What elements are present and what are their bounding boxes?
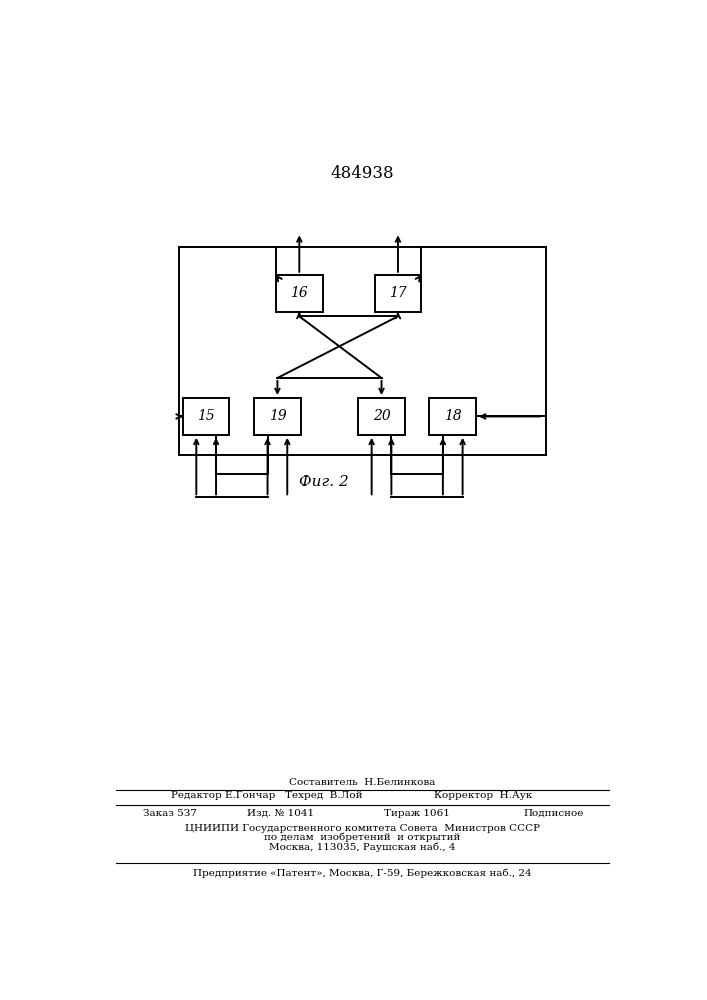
Text: 19: 19 bbox=[269, 409, 286, 423]
Text: Редактор Е.Гончар: Редактор Е.Гончар bbox=[170, 791, 275, 800]
Text: 20: 20 bbox=[373, 409, 390, 423]
Text: Тираж 1061: Тираж 1061 bbox=[384, 808, 450, 818]
Bar bbox=[358, 398, 405, 435]
Text: Изд. № 1041: Изд. № 1041 bbox=[247, 808, 314, 818]
Text: 17: 17 bbox=[389, 286, 407, 300]
Bar bbox=[276, 275, 322, 312]
Text: Корректор  Н.Аук: Корректор Н.Аук bbox=[433, 791, 532, 800]
Text: Заказ 5З7: Заказ 5З7 bbox=[144, 808, 197, 818]
Bar bbox=[429, 398, 476, 435]
Text: Техред  В.Лой: Техред В.Лой bbox=[285, 791, 363, 800]
Text: по делам  изобретений  и открытий: по делам изобретений и открытий bbox=[264, 833, 460, 842]
Bar bbox=[183, 398, 230, 435]
Text: 16: 16 bbox=[291, 286, 308, 300]
Text: ЦНИИПИ Государственного комитета Совета  Министров СССР: ЦНИИПИ Государственного комитета Совета … bbox=[185, 824, 540, 833]
Text: Фиг. 2: Фиг. 2 bbox=[299, 475, 349, 489]
Text: Подписное: Подписное bbox=[524, 808, 584, 818]
Text: 15: 15 bbox=[197, 409, 215, 423]
Text: 18: 18 bbox=[444, 409, 462, 423]
Bar bbox=[254, 398, 300, 435]
Text: Составитель  Н.Белинкова: Составитель Н.Белинкова bbox=[289, 778, 436, 787]
Text: Москва, 113035, Раушская наб., 4: Москва, 113035, Раушская наб., 4 bbox=[269, 842, 455, 852]
Text: 484938: 484938 bbox=[331, 165, 394, 182]
Text: Предприятие «Патент», Москва, Г-59, Бережковская наб., 24: Предприятие «Патент», Москва, Г-59, Бере… bbox=[193, 868, 532, 878]
Bar bbox=[375, 275, 421, 312]
